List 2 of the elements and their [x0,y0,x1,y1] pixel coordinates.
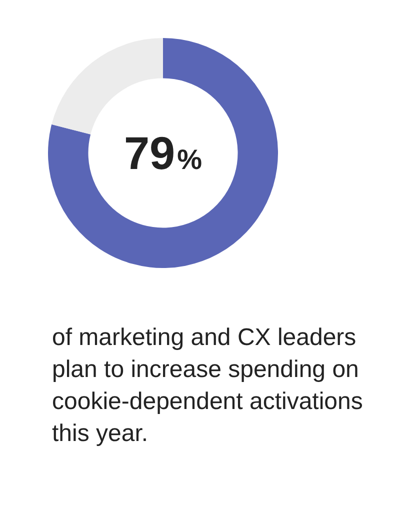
text: of marketing and CX leaders plan to increase spending on cookie-dependent activations this year. [52,323,364,449]
data-label: 79% [124,127,202,179]
